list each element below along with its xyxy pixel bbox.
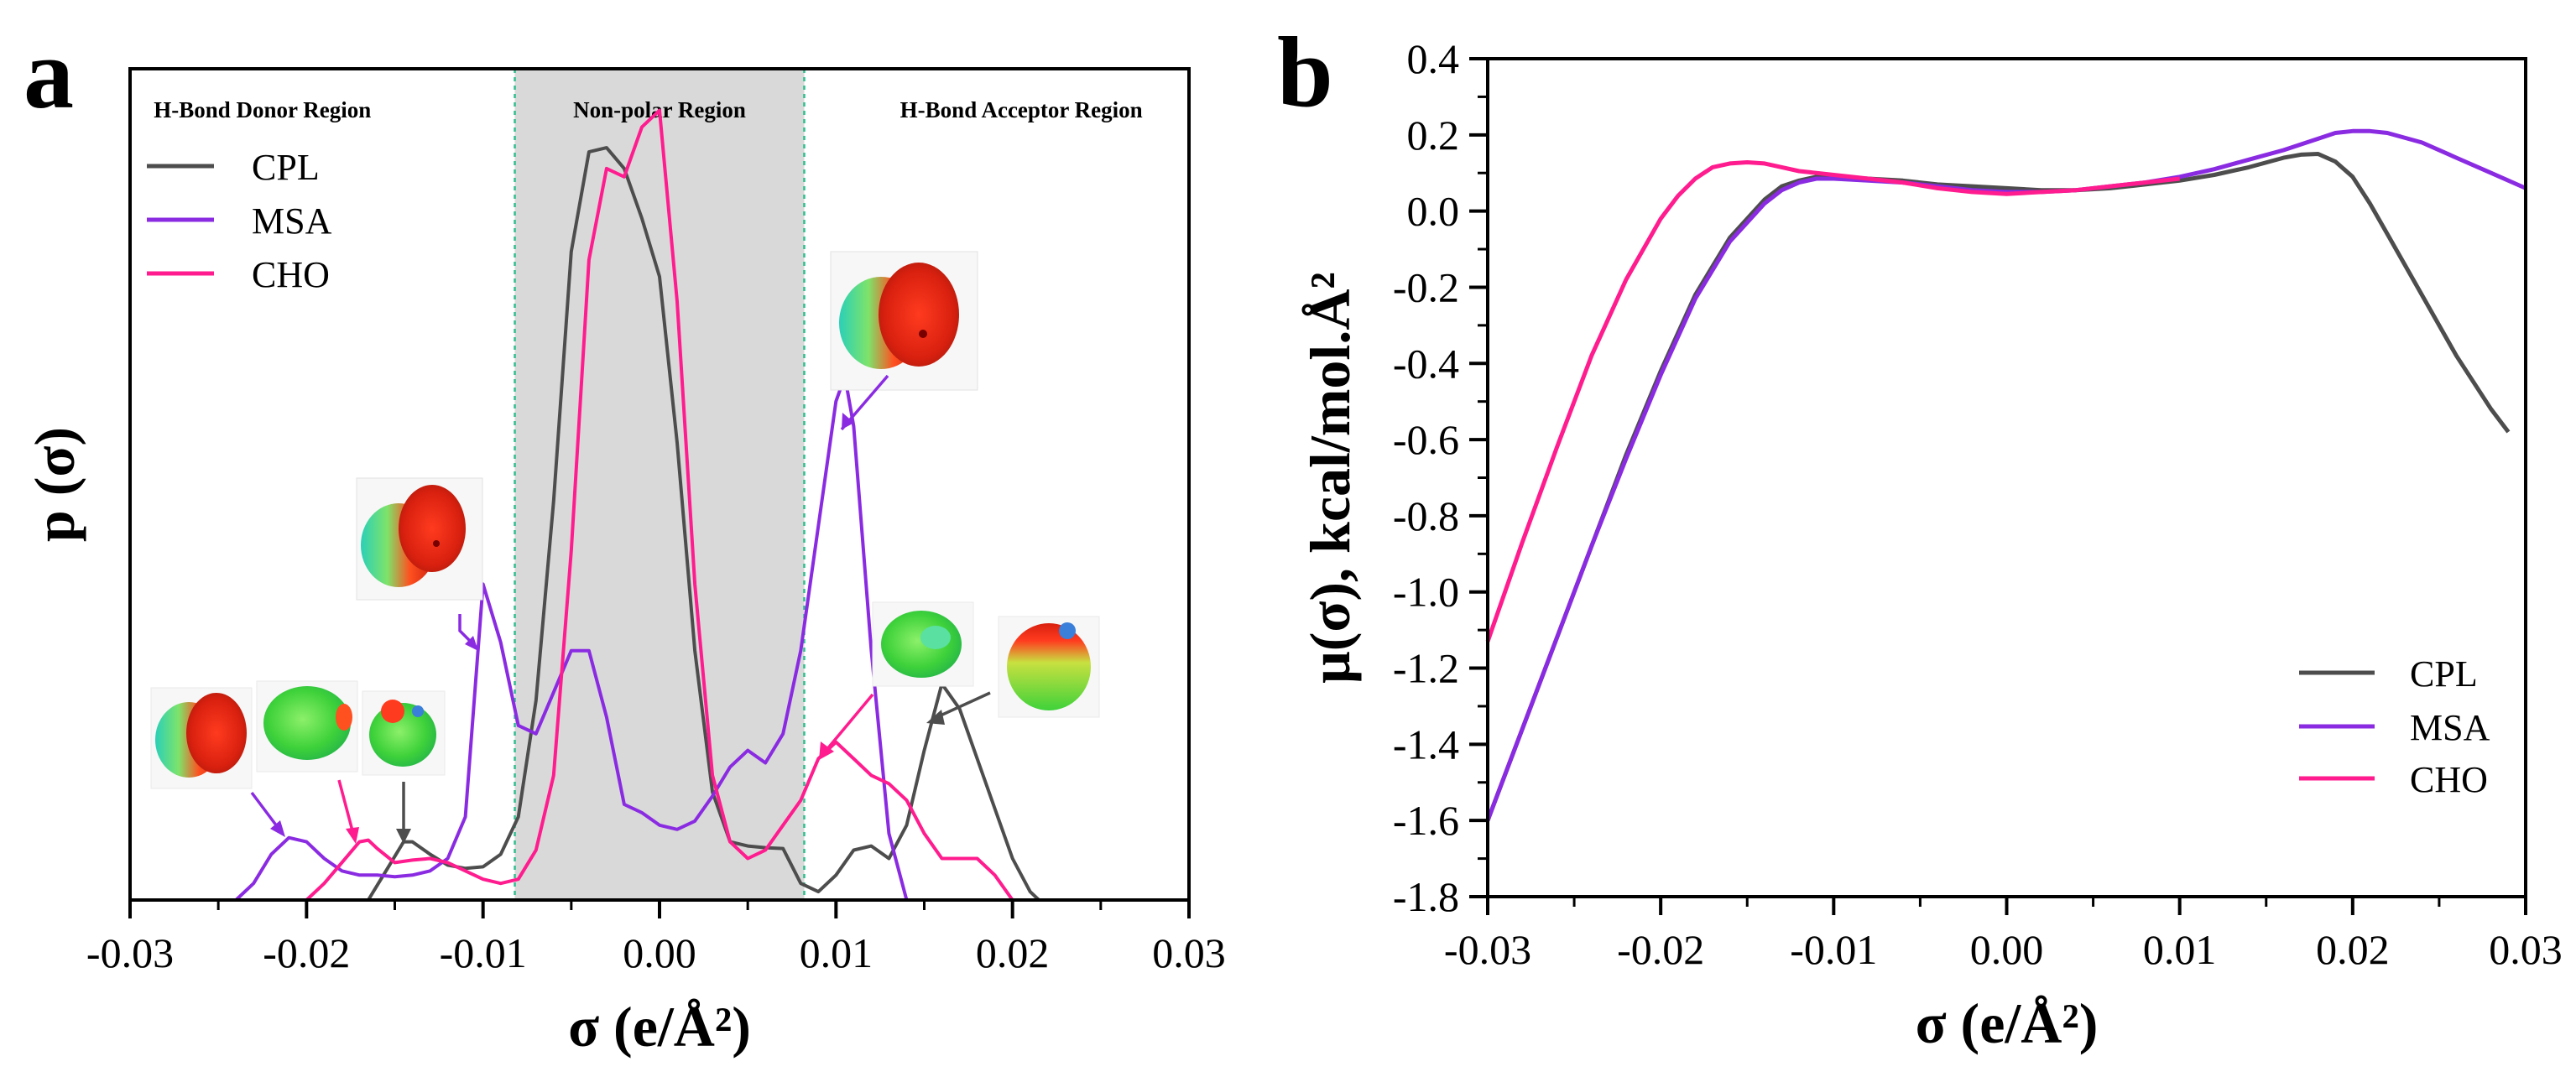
legend-label-msa: MSA <box>252 200 332 242</box>
arrow-cho-left <box>337 779 356 838</box>
y-tick-label: -1.8 <box>1393 873 1459 920</box>
y-tick-label: -1.0 <box>1393 569 1459 616</box>
arrowhead-cho-right <box>819 741 834 760</box>
legend-label-cho: CHO <box>252 254 330 295</box>
legend-b: CPL MSA CHO <box>2299 653 2490 800</box>
legend-label-cho-b: CHO <box>2410 759 2488 800</box>
plot-frame-b <box>1486 57 2527 898</box>
x-axis-label-b: σ (e/Å²) <box>1916 991 2099 1055</box>
y-tick-label: -1.2 <box>1393 645 1459 692</box>
legend-a: CPL MSA CHO <box>147 147 332 295</box>
region-label-h-bond-acceptor-region: H-Bond Acceptor Region <box>900 97 1143 122</box>
x-tick-label: 0.00 <box>1970 926 2044 973</box>
x-tick-label: 0.03 <box>1152 929 1226 976</box>
arrow-cho-right <box>821 693 874 757</box>
panel-a-letter: a <box>23 18 74 129</box>
x-axis-label-a: σ (e/Å²) <box>568 995 751 1059</box>
x-tick-label: -0.02 <box>263 929 350 976</box>
y-tick-label: 0.4 <box>1407 35 1460 82</box>
x-tick-label: 0.03 <box>2489 926 2563 973</box>
non-polar-region-shading <box>514 69 805 900</box>
x-tick-label: 0.01 <box>2143 926 2217 973</box>
molecule-image-msa-large <box>830 251 978 391</box>
y-tick-label: -0.6 <box>1393 416 1459 463</box>
legend-label-cpl: CPL <box>252 147 320 188</box>
series-line-cho-a <box>305 108 1014 902</box>
series-line-msa-b <box>1485 128 2527 822</box>
series-line-msa-a <box>234 374 909 902</box>
x-tick-label: 0.00 <box>623 929 696 976</box>
molecule-image-cho-left <box>256 680 358 773</box>
arrowhead-cho-left <box>346 827 359 844</box>
x-tick-label: 0.02 <box>976 929 1050 976</box>
arrowhead-msa-large <box>842 413 854 429</box>
arrowhead-msa-small <box>465 636 478 651</box>
x-tick-label: 0.02 <box>2316 926 2390 973</box>
arrowhead-cpl-right <box>926 710 945 725</box>
y-tick-label: 0.0 <box>1407 188 1460 235</box>
panel-b-chart: -0.03 -0.02 -0.01 0.00 0.01 0.02 0.03 0.4 0.2 0.0… <box>1298 35 2563 1055</box>
y-tick-label: -0.2 <box>1393 263 1459 310</box>
x-tick-label: -0.03 <box>86 929 174 976</box>
series-line-cho-b <box>1485 160 2180 643</box>
legend-label-msa-b: MSA <box>2410 707 2490 748</box>
x-tick-label: -0.01 <box>440 929 527 976</box>
x-tick-label: 0.01 <box>800 929 873 976</box>
molecule-image-msa-left <box>150 687 253 789</box>
molecule-image-msa-small <box>356 477 483 601</box>
x-tick-label: -0.01 <box>1790 926 1877 973</box>
y-axis-label-a: p (σ) <box>23 427 86 542</box>
molecule-image-cpl-left <box>362 690 446 776</box>
arrowhead-msa-left <box>270 820 285 837</box>
legend-label-cpl-b: CPL <box>2410 653 2478 695</box>
x-tick-label: -0.02 <box>1617 926 1704 973</box>
y-tick-label: -0.8 <box>1393 492 1459 539</box>
panel-b-letter: b <box>1277 16 1333 127</box>
y-tick-label: 0.2 <box>1407 112 1460 159</box>
y-tick-label: -1.6 <box>1393 797 1459 844</box>
x-tick-label: -0.03 <box>1444 926 1531 973</box>
molecule-image-cho-right <box>872 601 974 687</box>
molecule-image-cpl-right <box>998 616 1100 718</box>
panel-a-chart: H-Bond Donor Region Non-polar Region H-Bon… <box>23 67 1226 1059</box>
y-tick-label: -0.4 <box>1393 340 1459 387</box>
annotation-arrows <box>250 374 991 844</box>
arrowhead-cpl-left <box>396 829 411 844</box>
y-axis-label-b: μ(σ), kcal/mol.Å² <box>1298 272 1362 684</box>
y-tick-label: -1.4 <box>1393 721 1459 767</box>
region-label-h-bond-donor-region: H-Bond Donor Region <box>154 97 371 122</box>
